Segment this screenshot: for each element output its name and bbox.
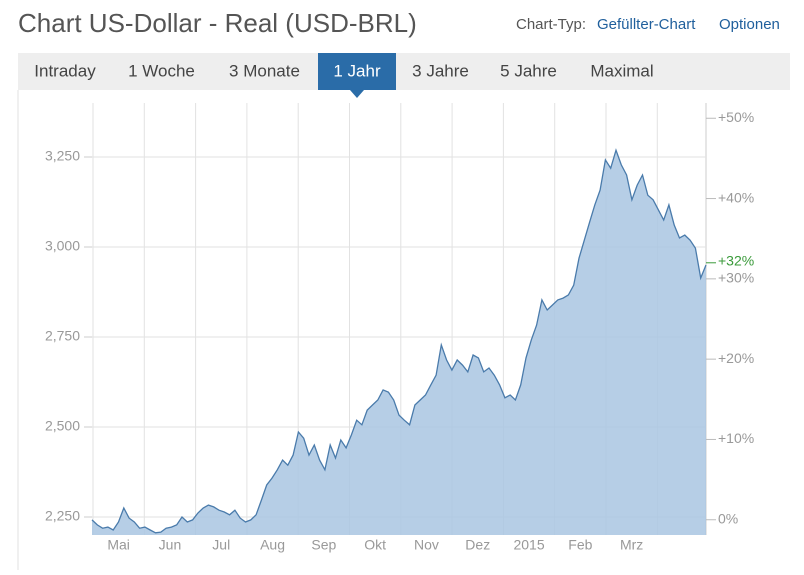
x-tick-label: Sep: [311, 537, 336, 553]
x-tick-label: Jun: [159, 537, 182, 553]
tab[interactable]: 3 Monate: [229, 61, 300, 80]
tab[interactable]: 5 Jahre: [500, 61, 557, 80]
x-tick-label: Nov: [414, 537, 439, 553]
x-tick-label: Feb: [568, 537, 592, 553]
current-label: +32%: [718, 252, 754, 268]
y2-tick-label: +30%: [718, 270, 754, 286]
y-tick-label: 2,250: [45, 508, 80, 524]
tab-bar: [18, 53, 790, 90]
area-fill: [92, 150, 706, 535]
price-line: [91, 148, 707, 534]
chart-type-link[interactable]: Gefüllter-Chart: [597, 16, 696, 33]
tab[interactable]: Intraday: [34, 61, 96, 80]
x-tick-label: Mrz: [620, 537, 643, 553]
x-tick-label: Okt: [364, 537, 386, 553]
y-tick-label: 2,750: [45, 328, 80, 344]
options-link[interactable]: Optionen: [719, 16, 780, 33]
x-tick-label: 2015: [513, 537, 544, 553]
tab[interactable]: 1 Woche: [128, 61, 195, 80]
tab[interactable]: 1 Jahr: [333, 61, 381, 80]
y2-tick-label: +20%: [718, 350, 754, 366]
y2-tick-label: +50%: [718, 109, 754, 125]
x-tick-label: Jul: [212, 537, 230, 553]
y2-tick-label: 0%: [718, 510, 738, 526]
tab[interactable]: 3 Jahre: [412, 61, 469, 80]
tab[interactable]: Maximal: [590, 61, 653, 80]
x-tick-label: Aug: [260, 537, 285, 553]
y2-tick-label: +10%: [718, 430, 754, 446]
y-tick-label: 3,000: [45, 238, 80, 254]
active-tab: [318, 53, 396, 90]
tab-pointer: [350, 90, 364, 98]
y-tick-label: 2,500: [45, 418, 80, 434]
y2-tick-label: +40%: [718, 189, 754, 205]
y-tick-label: 3,250: [45, 148, 80, 164]
chart-type-label: Chart-Typ:: [516, 16, 586, 33]
title: Chart US-Dollar - Real (USD-BRL): [18, 8, 417, 38]
x-tick-label: Mai: [107, 537, 130, 553]
x-tick-label: Dez: [465, 537, 490, 553]
